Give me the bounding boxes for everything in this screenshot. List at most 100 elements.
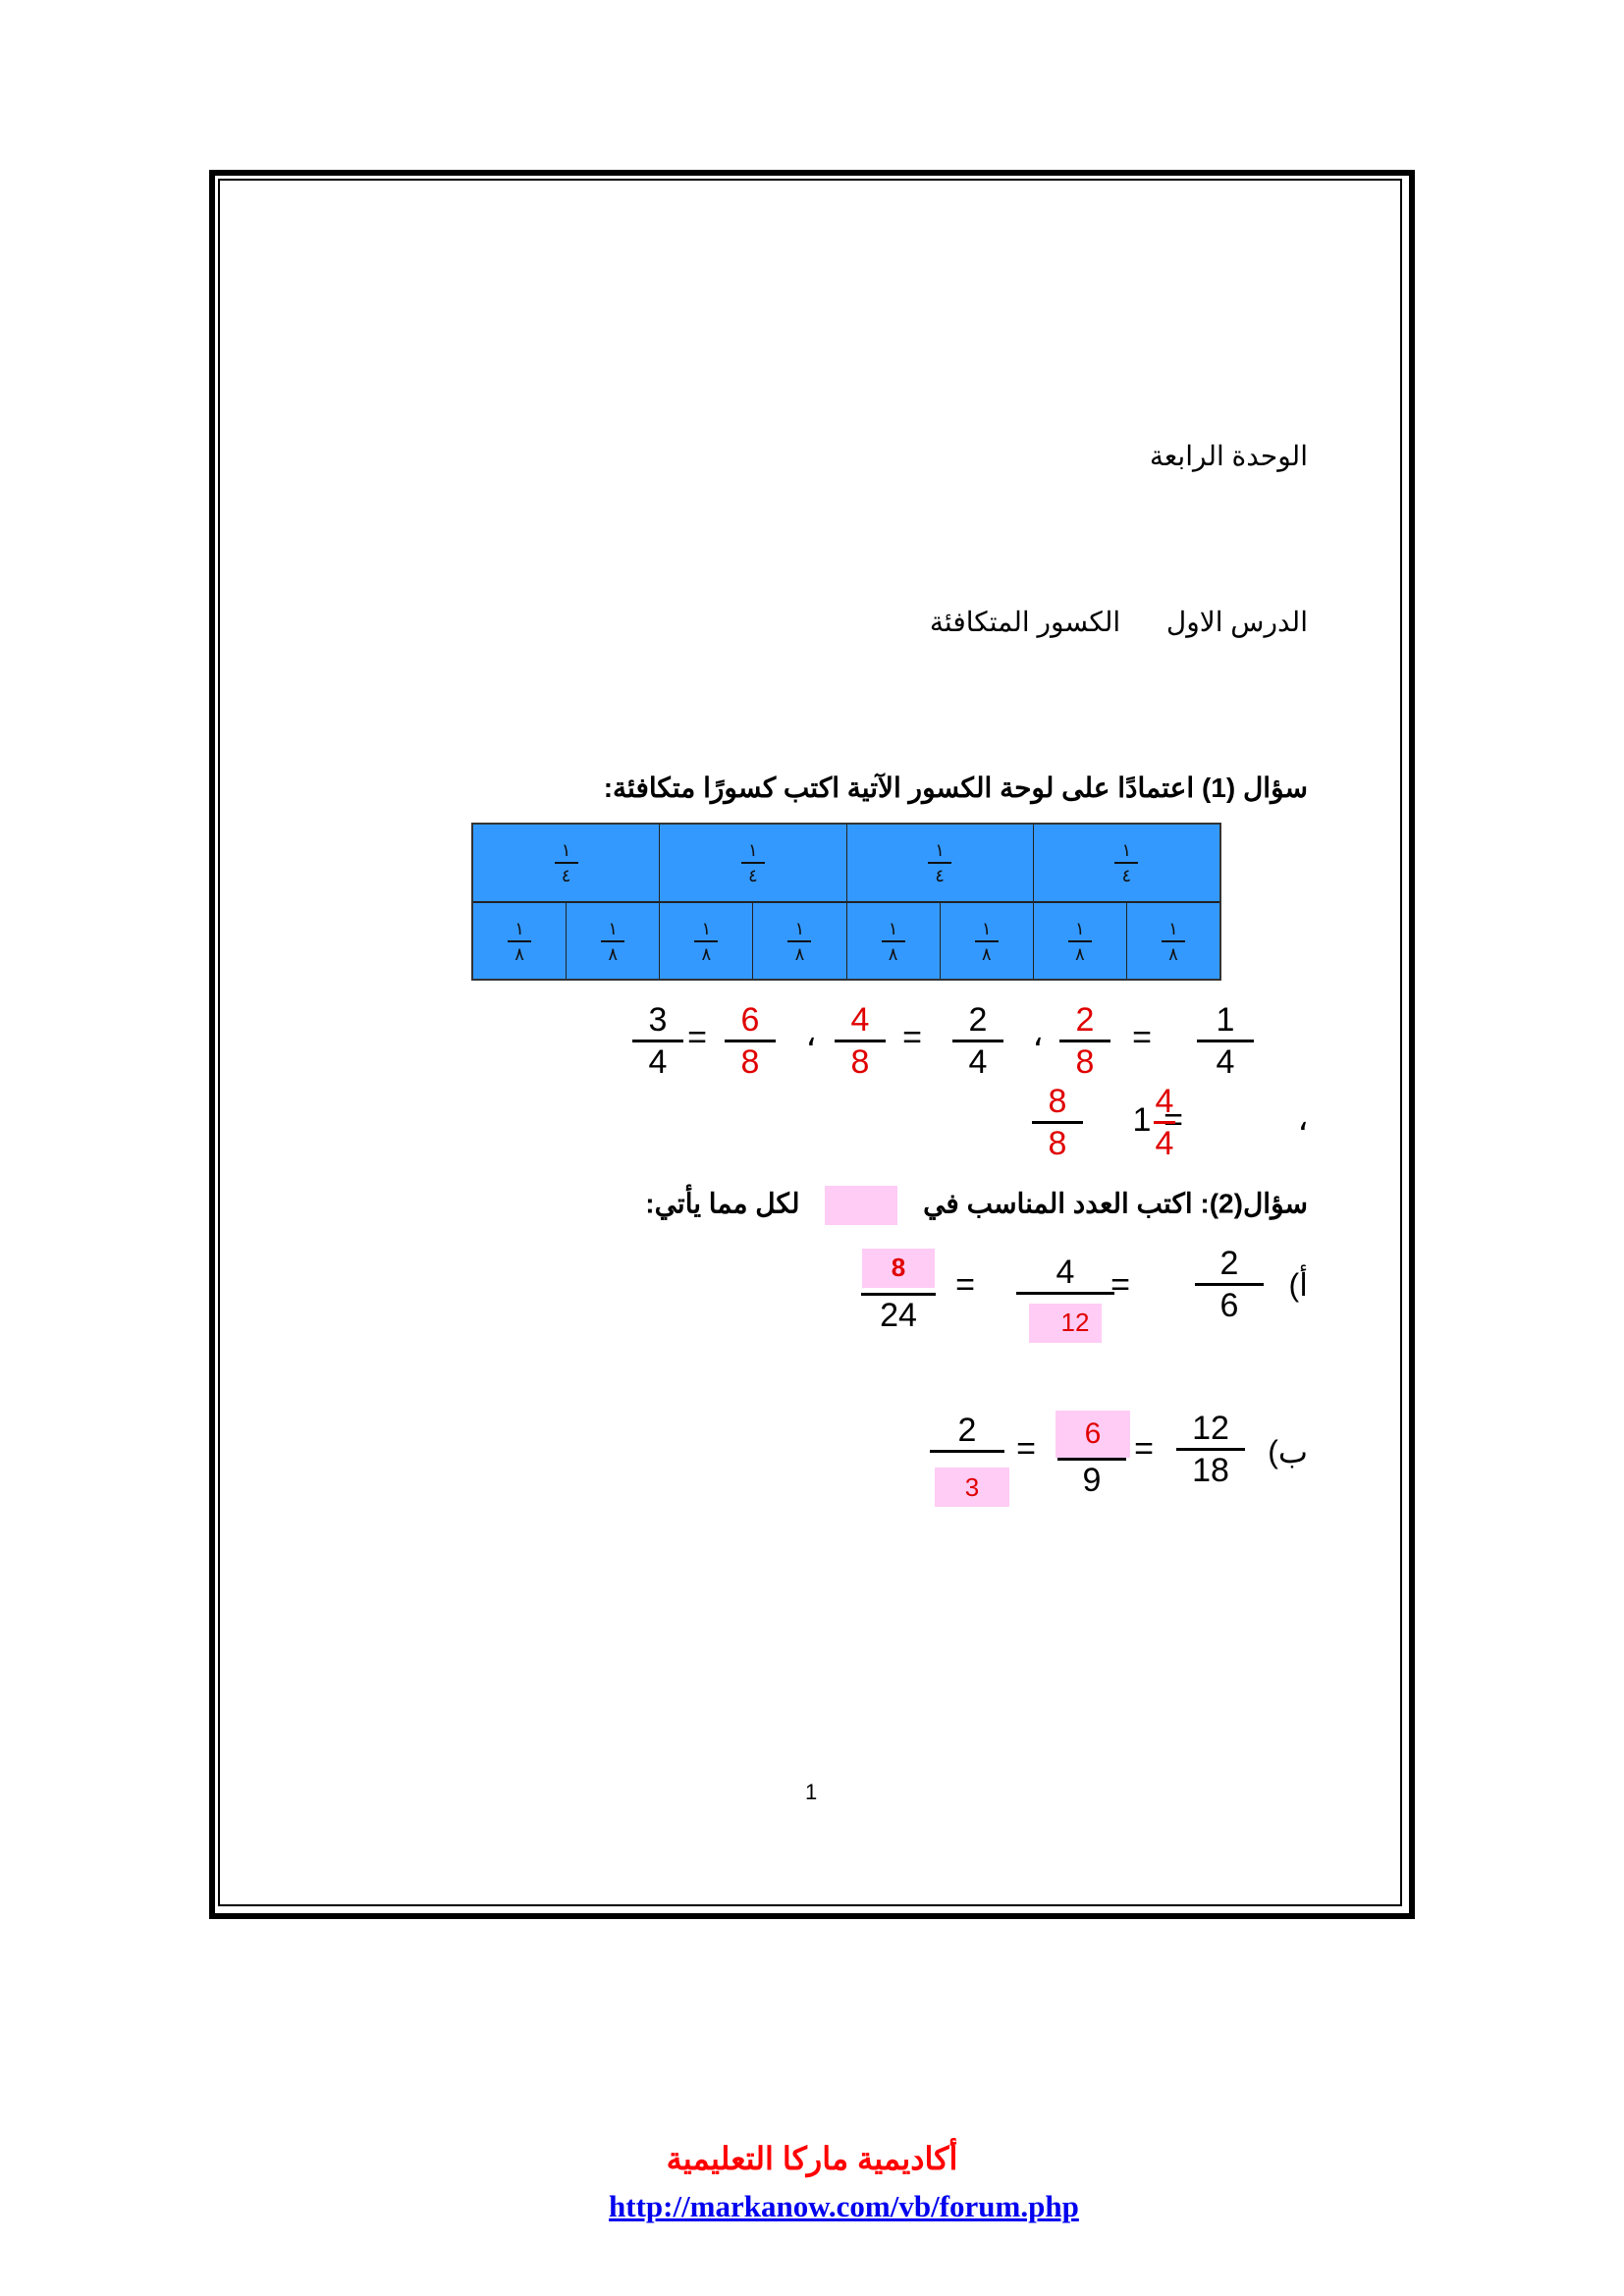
page-border [209,170,1415,1919]
fraction-given: 12 18 [1176,1412,1245,1487]
answer-box[interactable] [862,1249,935,1288]
fraction-part: 12 [1192,1410,1229,1447]
separator: ، [1297,1100,1309,1138]
lesson-heading: الدرس الاول الكسور المتكافئة [930,606,1308,638]
fraction-bar [952,1040,1003,1042]
page-number: 1 [805,1780,818,1804]
equals-sign: = [1016,1430,1036,1468]
fraction-part: 8 [1048,1083,1067,1120]
fraction-bar [1154,1121,1175,1124]
numerator: ١ [748,840,758,860]
fraction-bar [1057,1458,1126,1461]
denominator: ٨ [701,943,712,964]
fraction-part: 2 [1075,1001,1095,1039]
fraction-part: 24 [880,1297,917,1334]
equals-sign: = [1164,1101,1183,1139]
fraction-bar [601,939,625,942]
fraction-part: 4 [968,1043,988,1081]
item-a-label: أ) [1288,1267,1308,1303]
fraction-bar [725,1040,776,1042]
equals-sign: = [902,1019,922,1056]
fraction-with-box: 40 [1016,1255,1114,1331]
fraction-bar [1114,862,1139,864]
separator: ، [805,1016,817,1053]
fraction-bar [1195,1283,1264,1286]
numerator: ١ [514,918,524,938]
fraction-part: 6 [1219,1287,1239,1324]
answer-box[interactable] [1029,1304,1102,1343]
lesson-label: الدرس الاول [1165,607,1308,637]
answer-value: 6 [1084,1417,1102,1450]
denominator: ٤ [935,866,945,885]
denominator: ٨ [794,943,805,964]
page-border-inner [218,179,1402,1906]
fraction-bar [881,939,905,942]
fraction-part: 4 [850,1001,870,1039]
numerator: ١ [794,918,805,938]
fraction-bar [1067,939,1092,942]
fraction-bar [861,1293,936,1296]
equals-sign: = [687,1019,707,1056]
unit-title: الوحدة الرابعة [1149,441,1308,471]
fraction-part: 8 [1075,1043,1095,1081]
denominator: ٨ [981,943,992,964]
numerator: ١ [1121,840,1132,860]
fraction-bar [1059,1040,1110,1042]
fraction-bar [1197,1040,1254,1042]
fraction-part: 18 [1192,1452,1229,1489]
fraction-bar [928,862,952,864]
denominator: ٤ [1121,866,1132,885]
answer-box[interactable] [935,1468,1009,1507]
denominator: ٨ [514,943,524,964]
answer-value: 12 [1060,1308,1090,1337]
footer-link[interactable]: http://markanow.com/vb/forum.php [609,2189,1079,2223]
fraction-bar [1176,1448,1245,1451]
fraction-with-box: 09 [1057,1421,1126,1497]
equals-sign: = [1132,1019,1152,1056]
fraction-part: 8 [1048,1125,1067,1162]
fraction-part: 8 [850,1043,870,1081]
fraction-bar [1032,1121,1083,1124]
fraction-bar [632,1040,683,1042]
separator: ، [1032,1016,1044,1053]
answer-box-sample [825,1186,898,1225]
equals-sign: = [1134,1430,1154,1468]
numerator: ١ [1168,918,1178,938]
fraction-bar [1161,939,1185,942]
q2-text-after: لكل مما يأتي: [645,1188,800,1219]
q2-text-before: اكتب العدد المناسب في [923,1188,1193,1219]
numerator: ١ [701,918,712,938]
fraction-bar [554,862,578,864]
fraction-part: 2 [957,1412,977,1449]
answer-box[interactable] [1056,1411,1130,1458]
fraction-with-box: 024 [861,1256,936,1332]
numerator: ١ [1074,918,1085,938]
fraction-part: 9 [1082,1462,1102,1499]
denominator: ٨ [888,943,898,964]
fraction-part: 3 [648,1001,668,1039]
q1-prompt: سؤال (1) اعتمادًا على لوحة الكسور الآتية… [604,772,1308,804]
fraction-part: 4 [1056,1254,1075,1291]
denominator: ٨ [1168,943,1178,964]
denominator: ٨ [1074,943,1085,964]
q2-prompt: سؤال(2): اكتب العدد المناسب في لكل مما ي… [645,1186,1308,1225]
whole-one: 1 [1132,1101,1152,1139]
